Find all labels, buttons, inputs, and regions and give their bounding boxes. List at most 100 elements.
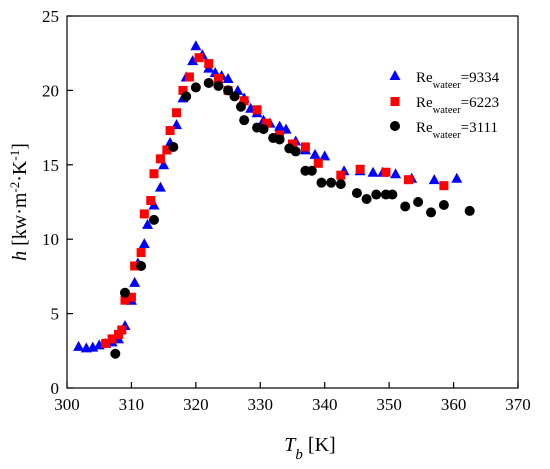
data-point-square (130, 261, 140, 271)
data-point-circle (464, 205, 475, 216)
data-point-circle (190, 82, 201, 93)
data-point-circle (413, 197, 424, 207)
data-point-square (136, 248, 146, 258)
data-point-triangle (428, 174, 440, 185)
y-tick-label: 0 (51, 379, 60, 398)
legend-marker-triangle (389, 70, 401, 80)
data-point-triangle (158, 159, 170, 170)
data-point-square (313, 158, 323, 168)
data-point-square (146, 196, 156, 206)
tick-labels: 300 310 320 330 340 350 360 370 0 5 10 15 20 25 (42, 7, 531, 414)
data-point-square (155, 154, 165, 164)
data-point-square (288, 139, 297, 149)
data-point-triangle (367, 166, 379, 177)
data-point-circle (387, 189, 398, 200)
data-point-square (120, 295, 130, 305)
y-tick-label: 10 (42, 230, 59, 249)
plot-frame (66, 15, 519, 389)
data-point-circle (316, 177, 327, 188)
data-point-square (213, 73, 223, 83)
data-point-triangle (309, 148, 321, 159)
axis-ticks (66, 15, 519, 389)
data-point-circle (136, 260, 147, 271)
y-axis-label: h [kw·m-2·K-1] (7, 143, 32, 261)
data-point-circle (229, 91, 240, 102)
data-point-circle (438, 199, 449, 210)
data-point-square (239, 96, 249, 106)
x-tick-label: 330 (248, 395, 274, 414)
data-point-triangle (222, 72, 234, 83)
data-point-circle (335, 179, 346, 190)
legend-marker-square (390, 97, 400, 106)
data-point-square (172, 108, 182, 118)
data-point-triangle (142, 218, 154, 229)
data-point-square (178, 85, 188, 95)
x-axis-label: Tb [K] (284, 434, 335, 463)
data-point-circle (351, 188, 362, 199)
x-tick-label: 340 (312, 395, 338, 414)
data-point-triangle (129, 276, 141, 287)
data-point-square (252, 105, 262, 115)
x-tick-label: 370 (505, 395, 531, 414)
data-point-circle (290, 146, 301, 157)
data-point-square (162, 145, 172, 155)
data-point-square (117, 325, 127, 335)
data-point-circle (400, 201, 411, 212)
data-point-circle (110, 348, 121, 359)
legend-label-9334: Rewateer=9334 (416, 70, 500, 91)
data-point-square (381, 167, 391, 177)
data-point-triangle (138, 238, 150, 249)
x-tick-label: 350 (376, 395, 402, 414)
y-tick-label: 20 (42, 81, 59, 100)
data-point-triangle (451, 172, 463, 183)
data-point-circle (361, 194, 372, 205)
y-tick-label: 25 (42, 7, 59, 26)
data-point-circle (239, 115, 250, 126)
data-point-triangle (274, 120, 286, 131)
data-point-triangle (73, 340, 85, 351)
data-point-square (204, 59, 214, 69)
data-point-square (107, 334, 117, 344)
x-tick-label: 300 (54, 395, 80, 414)
y-tick-label: 5 (51, 305, 60, 324)
y-tick-label: 15 (42, 156, 59, 175)
data-point-square (184, 72, 194, 82)
data-point-square (101, 338, 111, 348)
data-point-square (262, 118, 272, 128)
data-point-circle (181, 91, 192, 102)
data-point-circle (213, 80, 224, 91)
data-point-triangle (187, 55, 199, 66)
data-point-circle (306, 165, 317, 176)
legend-label-3111: Rewateer=3111 (416, 120, 498, 141)
data-point-circle (168, 141, 179, 152)
data-point-circle (119, 287, 130, 298)
data-point-square (165, 126, 175, 136)
data-point-circle (235, 101, 246, 112)
data-point-triangle (319, 150, 331, 161)
data-point-square (439, 181, 449, 191)
data-point-circle (426, 207, 437, 218)
data-point-square (403, 175, 413, 185)
x-tick-label: 320 (183, 395, 209, 414)
data-point-triangle (190, 40, 202, 51)
data-point-circle (258, 124, 269, 135)
data-point-circle (274, 134, 285, 145)
data-point-square (336, 170, 346, 180)
data-point-square (149, 169, 159, 179)
legend-marker-circle (390, 121, 400, 131)
data-point-circle (148, 214, 159, 225)
data-point-circle (223, 85, 234, 96)
x-tick-label: 310 (119, 395, 145, 414)
data-point-square (139, 209, 149, 219)
data-point-square (300, 142, 310, 152)
data-point-square (126, 292, 136, 302)
data-point-circle (203, 77, 214, 88)
data-point-square (355, 164, 365, 174)
data-points (73, 40, 475, 359)
data-point-circle (326, 177, 337, 188)
data-point-triangle (154, 181, 166, 192)
legend-label-6223: Rewateer=6223 (416, 95, 499, 116)
data-point-circle (371, 189, 382, 200)
legend: Rewateer=9334 Rewateer=6223 Rewateer=311… (389, 70, 500, 141)
